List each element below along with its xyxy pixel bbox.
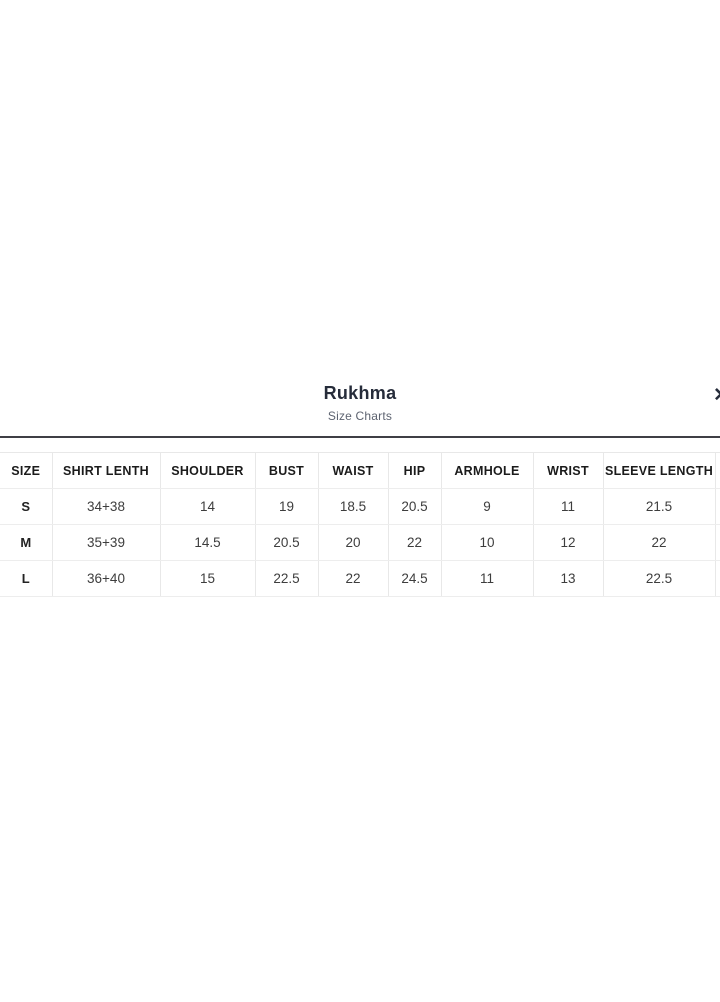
value-cell: 22.5 xyxy=(255,560,319,597)
value-cell: 36+40 xyxy=(52,560,161,597)
size-cell: S xyxy=(0,488,53,525)
value-cell: 19 xyxy=(255,488,319,525)
table-body: S 34+38 14 19 18.5 20.5 9 11 21.5 M 35+39 14.5 20.5 2… xyxy=(0,488,720,597)
value-cell: 13 xyxy=(533,560,604,597)
value-cell: 35+39 xyxy=(52,524,161,561)
value-cell: 11 xyxy=(441,560,534,597)
column-header-waist: WAIST xyxy=(318,452,389,489)
column-header-cutoff xyxy=(715,452,720,489)
table-row: L 36+40 15 22.5 22 24.5 11 13 22.5 xyxy=(0,560,720,597)
brand-title: Rukhma xyxy=(323,383,397,403)
modal-subtitle: Size Charts xyxy=(327,408,393,423)
value-cell: 20.5 xyxy=(255,524,319,561)
table-row: S 34+38 14 19 18.5 20.5 9 11 21.5 xyxy=(0,488,720,525)
value-cell: 22.5 xyxy=(603,560,716,597)
column-header-shirt-lenth: SHIRT LENTH xyxy=(52,452,161,489)
column-header-size: SIZE xyxy=(0,452,53,489)
close-button[interactable]: ✕ xyxy=(713,386,720,405)
size-cell: M xyxy=(0,524,53,561)
size-chart-table: SIZE SHIRT LENTH SHOULDER BUST WAIST HIP ARMHO… xyxy=(0,452,720,597)
value-cell: 22 xyxy=(388,524,442,561)
cutoff-cell xyxy=(715,560,720,597)
value-cell: 14 xyxy=(160,488,256,525)
value-cell: 21.5 xyxy=(603,488,716,525)
value-cell: 14.5 xyxy=(160,524,256,561)
size-cell: L xyxy=(0,560,53,597)
column-header-wrist: WRIST xyxy=(533,452,604,489)
value-cell: 12 xyxy=(533,524,604,561)
close-icon: ✕ xyxy=(713,385,720,406)
column-header-hip: HIP xyxy=(388,452,442,489)
value-cell: 22 xyxy=(603,524,716,561)
column-header-sleeve-length: SLEEVE LENGTH xyxy=(603,452,716,489)
header-row: SIZE SHIRT LENTH SHOULDER BUST WAIST HIP ARMHO… xyxy=(0,452,720,489)
column-header-bust: BUST xyxy=(255,452,319,489)
header-divider xyxy=(0,436,720,438)
value-cell: 18.5 xyxy=(318,488,389,525)
cutoff-cell xyxy=(715,524,720,561)
cutoff-cell xyxy=(715,488,720,525)
value-cell: 34+38 xyxy=(52,488,161,525)
column-header-shoulder: SHOULDER xyxy=(160,452,256,489)
modal-header: Rukhma Size Charts xyxy=(0,383,720,423)
value-cell: 10 xyxy=(441,524,534,561)
value-cell: 9 xyxy=(441,488,534,525)
value-cell: 11 xyxy=(533,488,604,525)
column-header-armhole: ARMHOLE xyxy=(441,452,534,489)
value-cell: 20.5 xyxy=(388,488,442,525)
value-cell: 22 xyxy=(318,560,389,597)
value-cell: 24.5 xyxy=(388,560,442,597)
value-cell: 15 xyxy=(160,560,256,597)
value-cell: 20 xyxy=(318,524,389,561)
table-row: M 35+39 14.5 20.5 20 22 10 12 22 xyxy=(0,524,720,561)
